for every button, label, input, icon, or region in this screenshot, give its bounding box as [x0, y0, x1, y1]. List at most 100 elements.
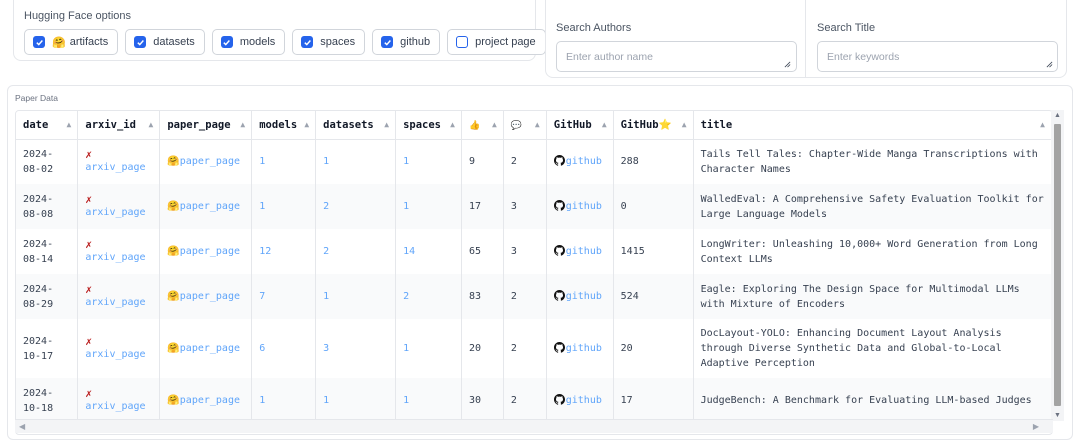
github-icon: [553, 245, 565, 256]
search-authors-label: Search Authors: [556, 22, 632, 34]
resize-handle-icon[interactable]: [1046, 61, 1053, 68]
checkbox-github[interactable]: github: [372, 29, 441, 55]
github-link[interactable]: github: [565, 343, 602, 354]
github-link[interactable]: github: [565, 156, 602, 168]
column-header-paper-page[interactable]: paper_page ▲: [159, 111, 253, 140]
sort-icon[interactable]: ▲: [450, 120, 455, 129]
cell-datasets: 2: [315, 229, 397, 274]
datasets-link[interactable]: 1: [323, 395, 330, 406]
column-header-label: arxiv_id: [85, 118, 136, 131]
table-row: 2024-08-02 ✗ arxiv_page 🤗paper_page 1 1 1…: [16, 139, 1052, 184]
spaces-link[interactable]: 1: [403, 156, 410, 168]
sort-icon[interactable]: ▲: [534, 120, 540, 129]
sort-icon[interactable]: ▲: [384, 120, 390, 129]
checkbox-checked-icon[interactable]: [33, 36, 45, 48]
arxiv-link[interactable]: arxiv_page: [85, 348, 146, 360]
sort-icon[interactable]: ▲: [66, 120, 72, 129]
paper-page-link[interactable]: paper_page: [179, 291, 240, 302]
column-header-spaces[interactable]: spaces ▲: [395, 111, 462, 140]
arxiv-link[interactable]: arxiv_page: [85, 206, 146, 218]
sort-icon[interactable]: ▲: [601, 120, 607, 129]
column-header-date[interactable]: date ▲: [16, 111, 79, 140]
spaces-link[interactable]: 1: [403, 201, 410, 212]
cell-models: 1: [251, 378, 317, 423]
cell-datasets: 1: [315, 274, 397, 319]
column-header-github[interactable]: GitHub ▲: [546, 111, 614, 140]
datasets-link[interactable]: 2: [323, 246, 330, 257]
datasets-link[interactable]: 3: [323, 343, 330, 354]
sort-icon[interactable]: ▲: [681, 120, 687, 129]
column-header-models[interactable]: models ▲: [251, 111, 317, 140]
scroll-left-icon[interactable]: ◀: [19, 422, 26, 431]
column-header-label: datasets: [323, 118, 374, 131]
paper-page-link[interactable]: paper_page: [179, 395, 240, 406]
vertical-scrollbar-thumb[interactable]: [1054, 124, 1061, 406]
checkbox-checked-icon[interactable]: [220, 36, 233, 48]
paper-page-link[interactable]: paper_page: [179, 246, 240, 257]
cell-spaces: 1: [395, 139, 462, 184]
spaces-link[interactable]: 2: [403, 291, 410, 302]
checkbox-spaces[interactable]: spaces: [292, 29, 366, 55]
paper-data-table-container[interactable]: date ▲ arxiv_id ▲ paper_page ▲ models ▲ data…: [15, 110, 1053, 435]
sort-icon[interactable]: ▲: [240, 120, 246, 129]
resize-handle-icon[interactable]: [784, 61, 791, 68]
checkbox-unchecked-icon[interactable]: [456, 36, 469, 48]
scroll-up-icon[interactable]: ▲: [1054, 112, 1061, 119]
arxiv-link[interactable]: arxiv_page: [85, 296, 146, 308]
datasets-link[interactable]: 1: [323, 156, 330, 168]
github-icon: [553, 342, 565, 353]
arxiv-link[interactable]: arxiv_page: [85, 400, 146, 412]
datasets-link[interactable]: 1: [323, 291, 330, 302]
search-authors-input[interactable]: Enter author name: [556, 41, 797, 72]
models-link[interactable]: 1: [259, 156, 266, 168]
paper-page-link[interactable]: paper_page: [179, 156, 240, 168]
arxiv-link[interactable]: arxiv_page: [85, 251, 146, 263]
github-link[interactable]: github: [565, 201, 602, 212]
models-link[interactable]: 1: [259, 395, 266, 406]
spaces-link[interactable]: 1: [403, 395, 410, 406]
spaces-link[interactable]: 1: [403, 343, 410, 354]
models-link[interactable]: 7: [259, 291, 266, 302]
cell-arxiv-id: ✗ arxiv_page: [77, 378, 161, 423]
github-link[interactable]: github: [565, 291, 602, 302]
cell-github-stars: 1415: [613, 229, 694, 274]
checkbox-datasets[interactable]: datasets: [125, 29, 205, 55]
column-header-comments[interactable]: 💬 ▲: [503, 111, 547, 140]
checkbox-artifacts[interactable]: 🤗 artifacts: [24, 29, 119, 55]
vertical-scrollbar[interactable]: ▲ ▼: [1051, 110, 1064, 421]
cell-github: github: [546, 139, 614, 184]
github-link[interactable]: github: [565, 395, 602, 406]
checkbox-models[interactable]: models: [211, 29, 286, 55]
arxiv-link[interactable]: arxiv_page: [85, 161, 146, 173]
column-header-arxiv-id[interactable]: arxiv_id ▲: [77, 111, 161, 140]
sort-icon[interactable]: ▲: [492, 120, 497, 129]
checkbox-checked-icon[interactable]: [381, 36, 394, 48]
paper-page-link[interactable]: paper_page: [179, 343, 240, 354]
github-link[interactable]: github: [565, 246, 602, 257]
cell-date: 2024-08-29: [16, 274, 79, 319]
models-link[interactable]: 6: [259, 343, 266, 354]
cell-datasets: 1: [315, 139, 397, 184]
column-header-github-stars[interactable]: GitHub⭐ ▲: [613, 111, 694, 140]
checkbox-checked-icon[interactable]: [134, 36, 147, 48]
spaces-link[interactable]: 14: [403, 246, 416, 257]
models-link[interactable]: 1: [259, 201, 266, 212]
cell-arxiv-id: ✗ arxiv_page: [77, 139, 161, 184]
sort-icon[interactable]: ▲: [1040, 120, 1045, 129]
sort-icon[interactable]: ▲: [148, 120, 154, 129]
hugging-face-icon: 🤗: [167, 246, 180, 257]
checkbox-checked-icon[interactable]: [301, 36, 314, 48]
models-link[interactable]: 12: [259, 246, 272, 257]
scroll-down-icon[interactable]: ▼: [1054, 412, 1061, 419]
column-header-datasets[interactable]: datasets ▲: [315, 111, 397, 140]
horizontal-scrollbar[interactable]: ◀ ▶: [15, 419, 1053, 433]
scroll-right-icon[interactable]: ▶: [1032, 422, 1039, 431]
column-header-title[interactable]: title ▲: [693, 111, 1052, 140]
paper-page-link[interactable]: paper_page: [179, 201, 240, 212]
checkbox-label: models: [239, 36, 276, 48]
datasets-link[interactable]: 2: [323, 201, 330, 212]
column-header-likes[interactable]: 👍 ▲: [461, 111, 504, 140]
search-title-input[interactable]: Enter keywords: [817, 41, 1058, 72]
sort-icon[interactable]: ▲: [304, 120, 310, 129]
checkbox-project-page[interactable]: project page: [447, 29, 546, 55]
